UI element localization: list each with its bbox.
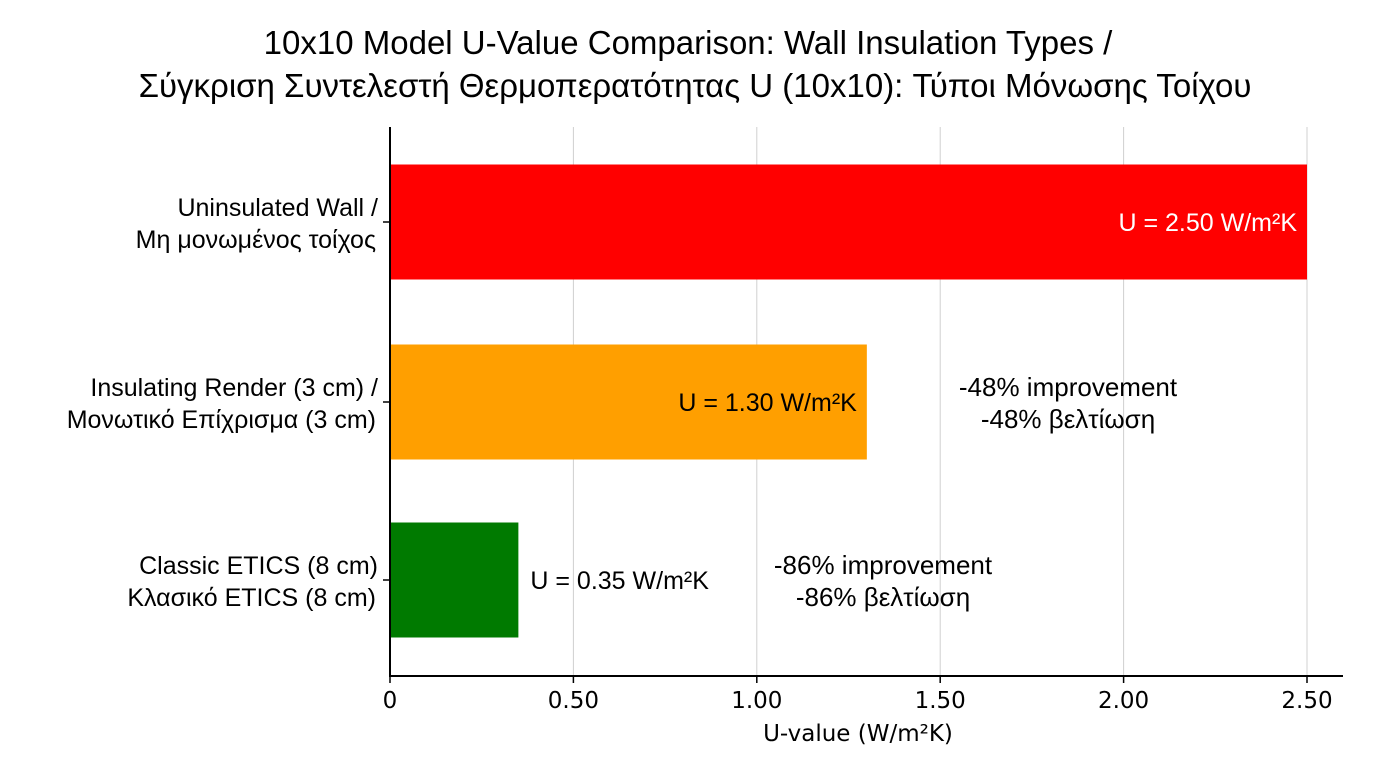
improvement-annotation: -48% improvement <box>959 372 1178 402</box>
y-tick-label: Classic ETICS (8 cm) <box>139 552 378 580</box>
x-tick-label: 1.00 <box>731 688 782 714</box>
improvement-annotation: -86% improvement <box>774 550 993 580</box>
y-tick-label-greek: Κλασικό ETICS (8 cm) <box>127 584 376 612</box>
bars: U = 2.50 W/m²K U = 1.30 W/m²K -48% improve… <box>390 164 1307 638</box>
x-ticks: 0 0.50 1.00 1.50 2.00 2.50 <box>383 676 1333 714</box>
x-tick-label: 2.00 <box>1098 688 1149 714</box>
x-tick-label: 1.50 <box>915 688 966 714</box>
y-tick-label: Insulating Render (3 cm) / <box>90 374 378 402</box>
bar <box>390 522 519 638</box>
value-label: U = 2.50 W/m²K <box>1118 209 1297 237</box>
chart-subtitle: Σύγκριση Συντελεστή Θερμοπερατότητας U (… <box>139 67 1252 104</box>
x-tick-label: 0 <box>383 688 398 714</box>
x-tick-label: 2.50 <box>1281 688 1332 714</box>
bar <box>390 344 867 460</box>
bar <box>390 164 1307 280</box>
y-tick-label-greek: Μονωτικό Επίχρισμα (3 cm) <box>67 406 376 434</box>
chart-title: 10x10 Model U-Value Comparison: Wall Ins… <box>264 24 1113 61</box>
x-axis-label: U-value (W/m²K) <box>763 721 953 747</box>
x-tick-label: 0.50 <box>548 688 599 714</box>
improvement-annotation-greek: -48% βελτίωση <box>981 404 1155 434</box>
improvement-annotation-greek: -86% βελτίωση <box>796 582 970 612</box>
y-tick-label-greek: Μη μονωμένος τοίχος <box>136 226 376 254</box>
value-label: U = 0.35 W/m²K <box>530 567 709 595</box>
y-tick-label: Uninsulated Wall / <box>177 194 378 222</box>
value-label: U = 1.30 W/m²K <box>678 389 857 417</box>
y-ticks: Uninsulated Wall / Μη μονωμένος τοίχος Ins… <box>67 194 390 612</box>
